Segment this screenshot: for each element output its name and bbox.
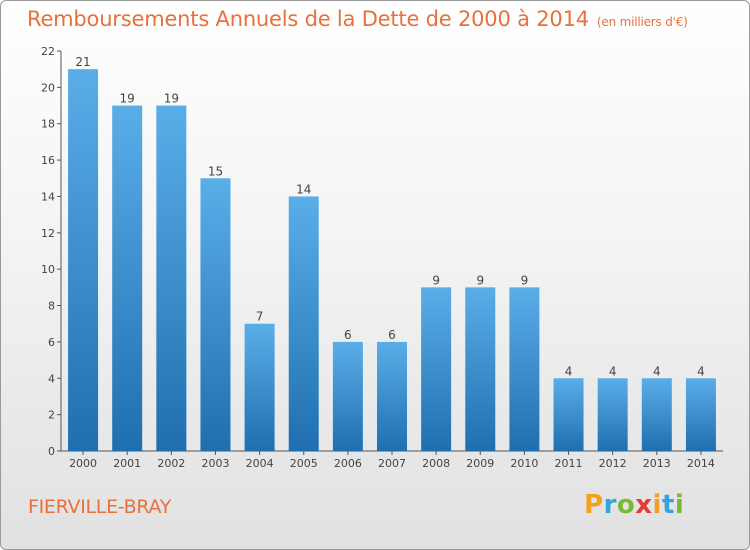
data-label: 9 [521, 273, 529, 287]
x-tick-label: 2012 [599, 457, 627, 470]
bar [200, 178, 231, 452]
bar [641, 378, 672, 451]
chart-subtitle: (en milliers d'€) [596, 15, 688, 29]
bar [244, 323, 275, 451]
x-tick-label: 2002 [157, 457, 185, 470]
bar [156, 105, 187, 451]
y-tick-label: 10 [41, 263, 55, 276]
x-tick-label: 2009 [466, 457, 494, 470]
bar [597, 378, 628, 451]
bar [553, 378, 584, 451]
bar [421, 287, 452, 451]
y-tick-label: 4 [48, 372, 55, 385]
data-label: 14 [296, 182, 311, 196]
bar [332, 341, 363, 451]
x-tick-label: 2001 [113, 457, 141, 470]
x-tick-label: 2004 [246, 457, 274, 470]
y-tick-label: 20 [41, 81, 55, 94]
y-tick-label: 8 [48, 300, 55, 313]
proxiti-logo: Proxiti [584, 490, 685, 520]
y-tick-label: 6 [48, 336, 55, 349]
x-tick-label: 2013 [643, 457, 671, 470]
y-tick-label: 14 [41, 190, 55, 203]
data-label: 7 [256, 310, 264, 324]
data-label: 6 [344, 328, 352, 342]
x-tick-label: 2007 [378, 457, 406, 470]
y-tick-label: 12 [41, 227, 55, 240]
commune-name: FIERVILLE-BRAY [28, 496, 172, 518]
x-tick-label: 2003 [201, 457, 229, 470]
bar [685, 378, 716, 451]
x-tick-label: 2014 [687, 457, 715, 470]
data-label: 21 [75, 55, 90, 69]
chart-title: Remboursements Annuels de la Dette de 20… [27, 7, 688, 31]
data-label: 15 [208, 164, 223, 178]
bar [112, 105, 143, 451]
x-tick-label: 2000 [69, 457, 97, 470]
data-label: 9 [476, 273, 484, 287]
data-label: 19 [120, 92, 135, 106]
data-label: 9 [432, 273, 440, 287]
data-label: 4 [653, 364, 661, 378]
y-tick-label: 22 [41, 45, 55, 58]
y-tick-label: 18 [41, 118, 55, 131]
data-label: 4 [609, 364, 617, 378]
data-label: 19 [164, 92, 179, 106]
y-tick-label: 0 [48, 445, 55, 458]
bar [465, 287, 496, 451]
bar [68, 69, 99, 451]
x-tick-label: 2011 [555, 457, 583, 470]
x-tick-label: 2006 [334, 457, 362, 470]
x-tick-label: 2010 [510, 457, 538, 470]
x-tick-label: 2005 [290, 457, 318, 470]
bar [509, 287, 540, 451]
y-tick-label: 16 [41, 154, 55, 167]
bar [377, 341, 407, 451]
data-label: 6 [388, 328, 396, 342]
bar [288, 196, 319, 451]
data-label: 4 [565, 364, 573, 378]
data-label: 4 [697, 364, 705, 378]
x-tick-label: 2008 [422, 457, 450, 470]
y-tick-label: 2 [48, 409, 55, 422]
